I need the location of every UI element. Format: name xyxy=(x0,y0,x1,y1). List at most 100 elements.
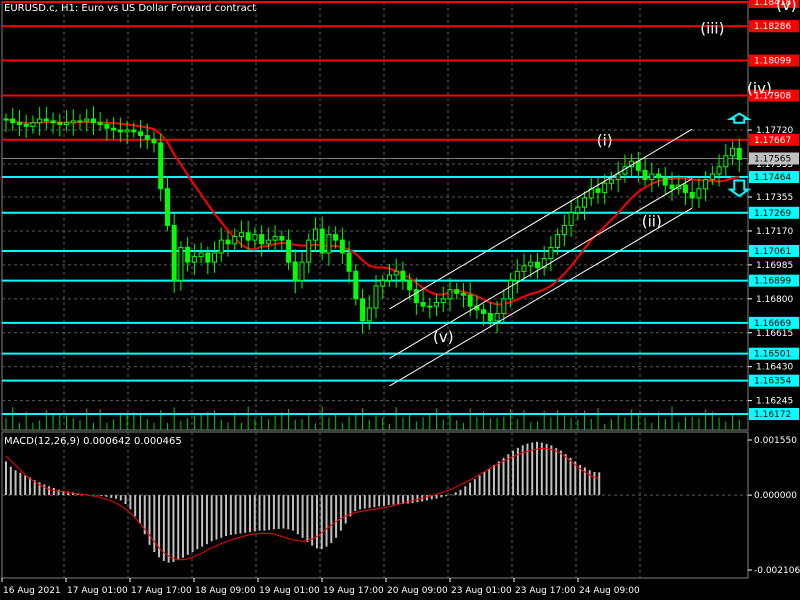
moving-average-line xyxy=(5,118,740,306)
wave-label: (iii) xyxy=(700,20,724,38)
candle-body xyxy=(30,122,36,127)
time-label: 20 Aug 09:00 xyxy=(387,586,448,596)
candle-body xyxy=(393,270,399,276)
candle-body xyxy=(37,118,43,124)
candle-body xyxy=(656,173,662,179)
level-price-label: 1.17269 xyxy=(754,209,791,219)
candle-body xyxy=(602,182,608,193)
candle-body xyxy=(232,235,238,245)
candle-body xyxy=(528,261,534,267)
candle-body xyxy=(3,118,9,121)
candle-body xyxy=(138,131,144,137)
time-label: 17 Aug 17:00 xyxy=(131,586,192,596)
macd-signal-line xyxy=(5,448,599,561)
level-price-tag xyxy=(749,244,799,257)
candle-body xyxy=(158,142,164,190)
candle-body xyxy=(487,313,493,322)
candle-body xyxy=(272,235,278,241)
level-price-label: 1.17464 xyxy=(754,173,791,183)
candle-body xyxy=(353,270,359,300)
candle-body xyxy=(682,184,688,193)
current-price-tag xyxy=(749,152,799,165)
candle-body xyxy=(460,292,466,296)
candle-body xyxy=(205,252,211,263)
candle-body xyxy=(568,212,574,226)
macd-title: MACD(12,26,9) 0.000642 0.000465 xyxy=(4,436,182,447)
candle-body xyxy=(312,228,318,241)
candle-body xyxy=(111,127,117,131)
candle-body xyxy=(709,173,715,181)
level-price-label: 1.18286 xyxy=(754,22,791,32)
level-price-label: 1.16899 xyxy=(754,277,791,287)
level-price-label: 1.16172 xyxy=(754,410,791,420)
macd-tick-label: 0.000000 xyxy=(754,491,797,501)
candle-body xyxy=(582,197,588,208)
candles xyxy=(3,106,742,334)
candle-body xyxy=(245,232,251,241)
candle-body xyxy=(434,301,440,307)
candle-body xyxy=(561,224,567,236)
time-label: 19 Aug 01:00 xyxy=(259,586,320,596)
candle-body xyxy=(608,179,614,184)
candle-body xyxy=(131,129,137,133)
candle-body xyxy=(635,160,641,171)
time-label: 19 Aug 17:00 xyxy=(323,586,384,596)
candle-body xyxy=(716,166,722,175)
candle-body xyxy=(380,279,386,287)
candle-body xyxy=(736,147,742,160)
candle-body xyxy=(185,246,191,263)
up-arrow-icon xyxy=(726,112,752,124)
level-price-label: 1.17061 xyxy=(754,247,791,257)
candle-body xyxy=(23,124,29,127)
candle-body xyxy=(467,294,473,307)
candle-body xyxy=(319,228,325,254)
candle-body xyxy=(306,239,312,263)
candle-body xyxy=(292,261,298,281)
candle-body xyxy=(595,188,601,193)
time-label: 24 Aug 09:00 xyxy=(579,586,640,596)
candle-body xyxy=(440,298,446,303)
current-price-label: 1.17565 xyxy=(754,154,791,164)
level-price-tag xyxy=(749,133,799,146)
candle-body xyxy=(77,120,83,123)
level-price-tag xyxy=(749,54,799,67)
candle-body xyxy=(225,239,231,245)
candle-body xyxy=(238,232,244,237)
time-label: 16 Aug 2021 xyxy=(3,586,61,596)
level-price-tag xyxy=(749,171,799,184)
candle-body xyxy=(642,169,648,181)
price-tick-label: 1.16615 xyxy=(756,329,793,339)
price-tick-label: 1.17355 xyxy=(756,193,793,203)
candle-body xyxy=(117,129,123,133)
candle-body xyxy=(541,257,547,269)
candle-body xyxy=(339,239,345,254)
price-tick-label: 1.16245 xyxy=(756,397,793,407)
candle-body xyxy=(501,298,507,315)
candle-body xyxy=(218,239,224,254)
candle-body xyxy=(703,179,709,190)
time-label: 17 Aug 01:00 xyxy=(67,586,128,596)
macd-tick-label: 0.001550 xyxy=(754,436,797,446)
wave-label: (ii) xyxy=(642,212,662,230)
channel-lines xyxy=(389,128,693,387)
candle-body xyxy=(57,122,63,126)
candle-body xyxy=(333,234,339,241)
channel-upper xyxy=(389,128,693,310)
level-price-tag xyxy=(749,89,799,102)
candle-body xyxy=(286,239,292,263)
candle-body xyxy=(548,246,554,259)
level-price-tag xyxy=(749,274,799,287)
level-price-label: 1.17908 xyxy=(754,92,791,102)
macd-frame xyxy=(1,431,749,579)
main-chart-frame xyxy=(1,1,749,431)
candle-body xyxy=(124,129,130,133)
macd-histogram xyxy=(5,441,601,563)
candle-body xyxy=(360,298,366,322)
wave-label: (v) xyxy=(776,0,797,14)
candle-body xyxy=(212,252,218,263)
candle-body xyxy=(326,234,332,254)
price-tick-label: 1.16800 xyxy=(756,295,793,305)
level-price-tag xyxy=(749,374,799,387)
symbol-title: EURUSD.c, H1: Euro vs US Dollar Forward … xyxy=(4,3,257,14)
